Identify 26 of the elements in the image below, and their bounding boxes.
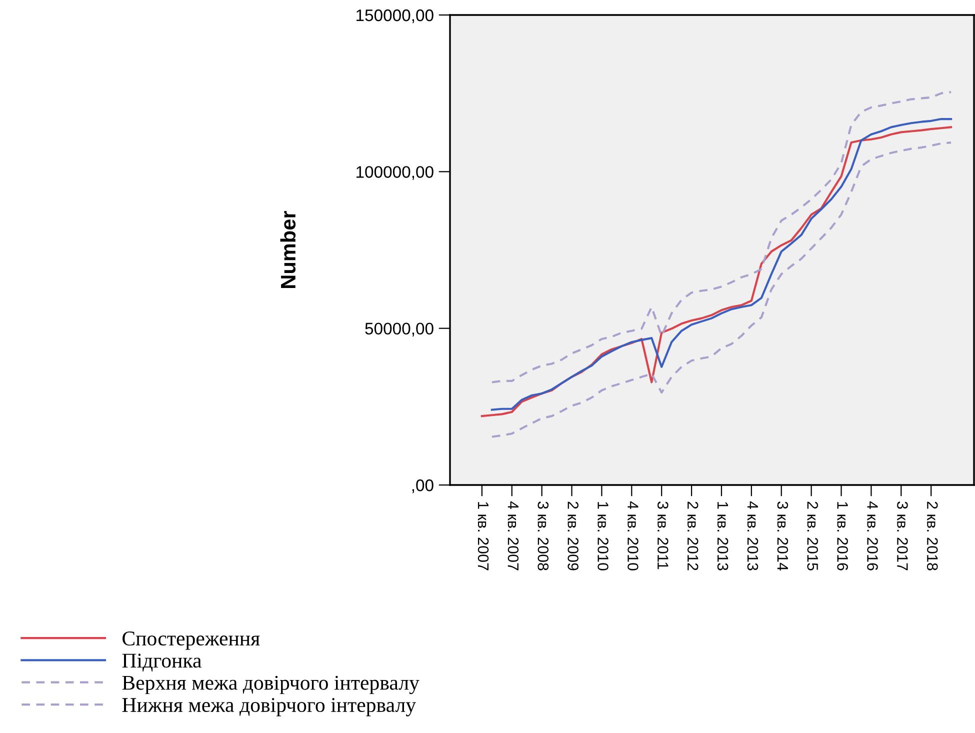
x-tick-label: 1 кв. 2007: [478, 502, 489, 570]
x-tick-label: 2 кв. 2015: [807, 502, 818, 570]
x-tick-label: 3 кв. 2014: [777, 502, 788, 571]
x-tick-label: 4 кв. 2016: [867, 501, 878, 570]
line-series: [490, 91, 952, 384]
x-tick-label: 3 кв. 2008: [538, 502, 549, 570]
x-tick-label: 2 кв. 2018: [926, 502, 938, 570]
x-tick-label: 3 кв. 2017: [897, 502, 908, 570]
y-tick-label: 150000,00: [356, 9, 434, 24]
legend-label: Підгонка: [122, 654, 202, 672]
y-tick-label: 50000,00: [365, 322, 434, 337]
x-tick-label: 1 кв. 2010: [598, 502, 608, 570]
legend-label: Нижня межа довірчого інтервалу: [122, 698, 416, 716]
x-tick-label: 4 кв. 2010: [628, 501, 638, 570]
x-tick-label: 4 кв. 2007: [508, 501, 519, 570]
x-tick-label: 3 кв. 2011: [657, 502, 668, 570]
legend-label: Верхня межа довірчого інтервалу: [122, 676, 420, 694]
legend-label: Спостереження: [122, 632, 260, 650]
x-tick-label: 4 кв. 2013: [747, 501, 758, 570]
x-tick-label: 1 кв. 2013: [717, 502, 728, 570]
y-axis-title: Number: [280, 210, 296, 288]
y-tick-label: 100000,00: [356, 166, 434, 180]
x-tick-label: 2 кв. 2009: [568, 502, 578, 570]
x-tick-label: 2 кв. 2012: [687, 502, 698, 570]
y-tick-label: ,00: [412, 479, 434, 494]
x-tick-label: 1 кв. 2016: [837, 502, 848, 570]
